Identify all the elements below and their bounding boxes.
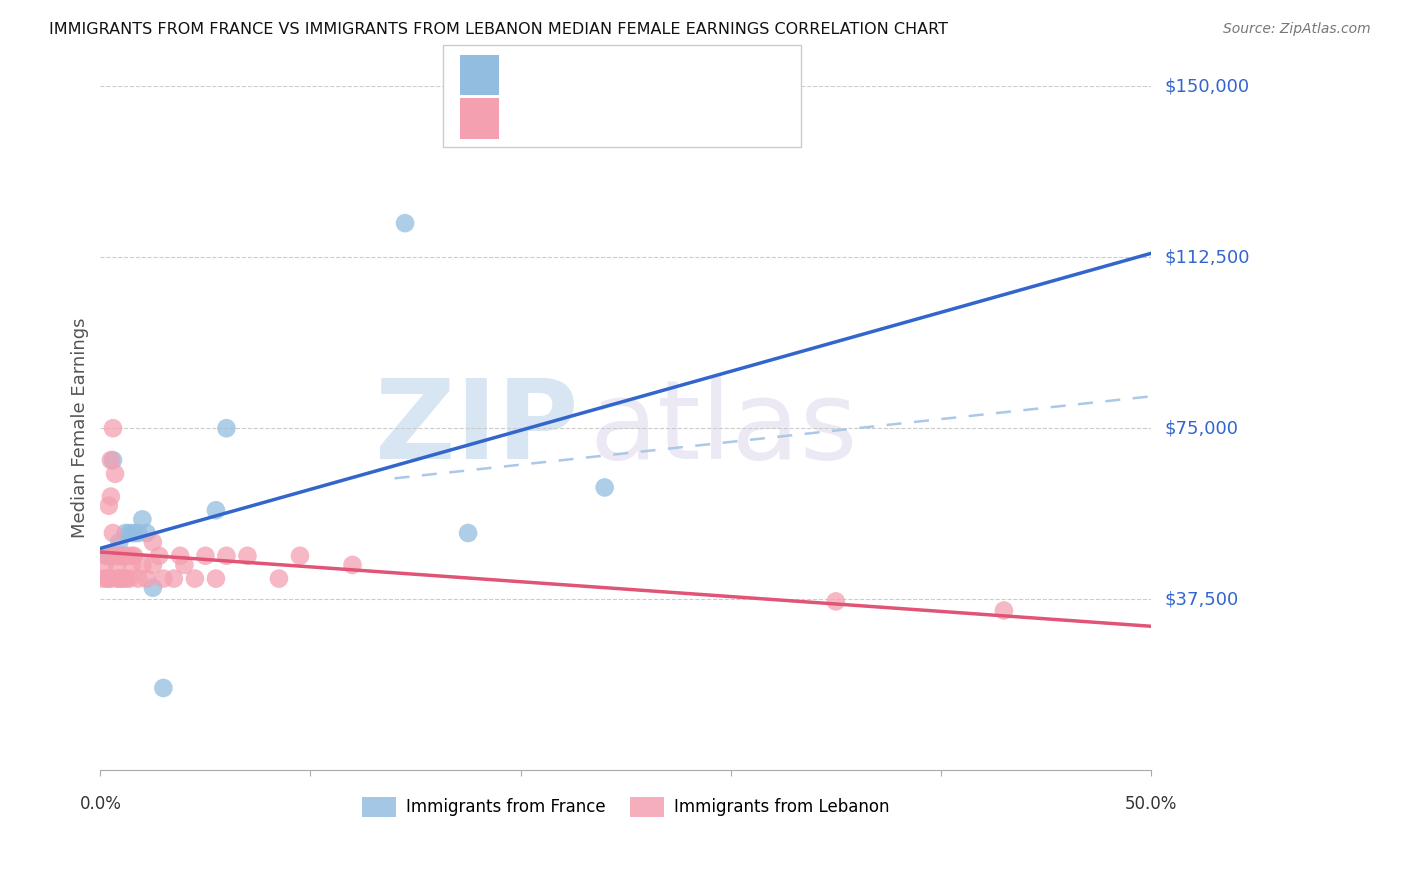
Point xyxy=(96,549,118,563)
Text: 46: 46 xyxy=(678,110,703,128)
Point xyxy=(96,549,118,563)
Point xyxy=(205,572,228,586)
Point xyxy=(101,453,124,467)
Point xyxy=(108,572,131,586)
Point xyxy=(394,216,416,230)
Point xyxy=(100,549,122,563)
Point xyxy=(105,558,128,572)
Y-axis label: Median Female Earnings: Median Female Earnings xyxy=(72,318,89,539)
Point xyxy=(993,603,1015,617)
Point xyxy=(118,526,141,541)
Point xyxy=(142,535,165,549)
Point xyxy=(100,572,122,586)
Point xyxy=(97,549,120,563)
Point xyxy=(184,572,207,586)
Point xyxy=(142,558,165,572)
Point xyxy=(288,549,311,563)
Text: ZIP: ZIP xyxy=(375,375,578,482)
Point xyxy=(152,681,174,695)
Point xyxy=(108,535,131,549)
Text: N =: N = xyxy=(623,110,662,128)
Text: 0.0%: 0.0% xyxy=(79,795,121,813)
Point xyxy=(131,558,153,572)
Point xyxy=(142,581,165,595)
Point xyxy=(101,526,124,541)
Point xyxy=(91,572,114,586)
Point xyxy=(215,549,238,563)
Point xyxy=(117,549,139,563)
Point xyxy=(100,490,122,504)
Point xyxy=(457,526,479,541)
Point xyxy=(236,549,259,563)
Point xyxy=(110,549,132,563)
Point xyxy=(104,467,127,481)
Point xyxy=(104,549,127,563)
Text: -0.381: -0.381 xyxy=(555,110,620,128)
Point xyxy=(824,594,846,608)
Point xyxy=(118,572,141,586)
Point xyxy=(97,499,120,513)
Point xyxy=(112,572,135,586)
Point xyxy=(205,503,228,517)
Point xyxy=(131,512,153,526)
Point xyxy=(110,572,132,586)
Text: R =: R = xyxy=(513,110,553,128)
Point xyxy=(110,549,132,563)
Point xyxy=(114,572,136,586)
Point xyxy=(100,453,122,467)
Point xyxy=(105,549,128,563)
Text: Source: ZipAtlas.com: Source: ZipAtlas.com xyxy=(1223,22,1371,37)
Text: $150,000: $150,000 xyxy=(1166,78,1250,95)
Point xyxy=(152,572,174,586)
Text: $37,500: $37,500 xyxy=(1166,591,1239,608)
Point xyxy=(173,558,195,572)
Text: R =: R = xyxy=(513,66,553,85)
Point xyxy=(114,526,136,541)
Point xyxy=(97,572,120,586)
Legend: Immigrants from France, Immigrants from Lebanon: Immigrants from France, Immigrants from … xyxy=(356,790,896,823)
Point xyxy=(121,558,143,572)
Point xyxy=(267,572,290,586)
Text: 50.0%: 50.0% xyxy=(1125,795,1177,813)
Point xyxy=(148,549,170,563)
Text: $75,000: $75,000 xyxy=(1166,419,1239,437)
Point xyxy=(215,421,238,435)
Text: IMMIGRANTS FROM FRANCE VS IMMIGRANTS FROM LEBANON MEDIAN FEMALE EARNINGS CORRELA: IMMIGRANTS FROM FRANCE VS IMMIGRANTS FRO… xyxy=(49,22,948,37)
Text: 0.142: 0.142 xyxy=(555,66,612,85)
Point xyxy=(108,549,131,563)
Point xyxy=(593,480,616,494)
Point xyxy=(96,572,118,586)
Text: atlas: atlas xyxy=(589,375,858,482)
Point xyxy=(135,526,157,541)
Point xyxy=(121,549,143,563)
Point xyxy=(194,549,217,563)
Point xyxy=(135,572,157,586)
Point xyxy=(112,549,135,563)
Point xyxy=(169,549,191,563)
Text: 22: 22 xyxy=(678,66,703,85)
Point xyxy=(163,572,186,586)
Point xyxy=(104,549,127,563)
Point xyxy=(122,526,145,541)
Point xyxy=(127,572,149,586)
Point xyxy=(93,558,115,572)
Point xyxy=(122,549,145,563)
Point xyxy=(101,421,124,435)
Text: $112,500: $112,500 xyxy=(1166,248,1250,267)
Point xyxy=(105,572,128,586)
Text: N =: N = xyxy=(619,66,671,85)
Point xyxy=(342,558,364,572)
Point xyxy=(127,526,149,541)
